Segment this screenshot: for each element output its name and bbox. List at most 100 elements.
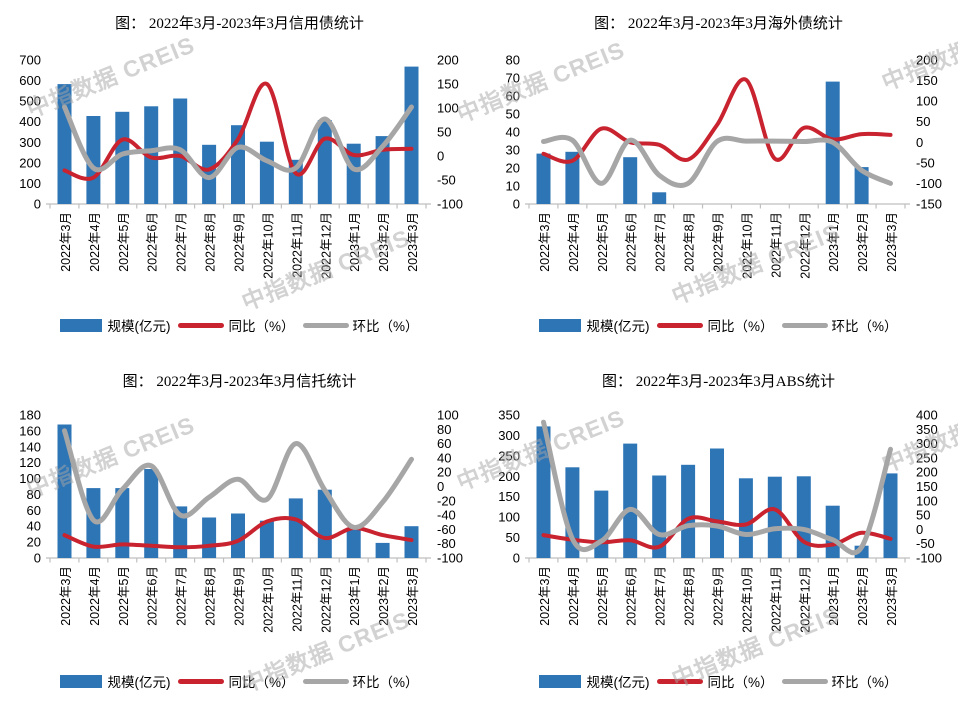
svg-text:250: 250 xyxy=(498,448,520,463)
right-axis-labels: 200 150 100 50 0 -50 -100 -150 xyxy=(916,53,942,212)
svg-text:2023年3月: 2023年3月 xyxy=(885,566,899,626)
svg-text:2022年11月: 2022年11月 xyxy=(290,566,304,632)
svg-text:0: 0 xyxy=(34,551,41,566)
svg-text:150: 150 xyxy=(916,73,938,88)
svg-text:100: 100 xyxy=(437,101,459,116)
chart-credit-bond: 图： 2022年3月-2023年3月信用债统计 700 600 500 400 300 2… xyxy=(0,0,479,350)
mom-line xyxy=(62,428,414,530)
chart-canvas: 3503002502001501005004003503002502001501… xyxy=(498,408,942,633)
chart-title: 图： 2022年3月-2023年3月海外债统计 xyxy=(594,16,843,32)
svg-text:2022年6月: 2022年6月 xyxy=(146,566,160,626)
svg-text:2022年11月: 2022年11月 xyxy=(290,212,304,278)
bar-series xyxy=(536,81,869,204)
svg-text:700: 700 xyxy=(19,53,41,68)
svg-text:-40: -40 xyxy=(437,508,456,523)
svg-text:2023年1月: 2023年1月 xyxy=(348,566,362,626)
svg-text:2022年4月: 2022年4月 xyxy=(88,566,102,626)
legend-bar-swatch xyxy=(539,674,582,688)
svg-text:30: 30 xyxy=(506,143,520,158)
legend-mom-line-swatch xyxy=(781,678,828,684)
svg-text:2022年3月: 2022年3月 xyxy=(59,566,73,626)
left-axis-labels: 80 70 60 50 40 30 20 10 0 xyxy=(506,53,520,212)
svg-text:350: 350 xyxy=(916,422,938,437)
svg-text:120: 120 xyxy=(19,455,41,470)
legend-bar-swatch xyxy=(60,318,103,332)
chart-abs: 图： 2022年3月-2023年3月ABS统计 350 300 250 200 150 1… xyxy=(479,350,958,702)
chart-overseas-bond: 图： 2022年3月-2023年3月海外债统计 80 70 60 50 40 30 20 10… xyxy=(479,0,958,350)
svg-text:0: 0 xyxy=(513,551,520,566)
chart-canvas: 180160140120100806040200100806040200-20-… xyxy=(19,408,463,633)
svg-text:250: 250 xyxy=(916,450,938,465)
svg-text:2022年7月: 2022年7月 xyxy=(654,212,668,272)
x-axis-labels: 2022年3月 2022年4月 2022年5月 2022年6月 2022年7月 2022年… xyxy=(59,566,420,633)
svg-text:2022年3月: 2022年3月 xyxy=(59,212,73,272)
svg-text:2022年5月: 2022年5月 xyxy=(117,212,131,272)
svg-text:2023年3月: 2023年3月 xyxy=(406,212,420,272)
svg-text:2023年3月: 2023年3月 xyxy=(885,212,899,272)
svg-text:2022年3月: 2022年3月 xyxy=(538,212,552,272)
svg-text:2022年8月: 2022年8月 xyxy=(204,212,218,272)
svg-text:2023年2月: 2023年2月 xyxy=(377,566,391,626)
mom-line xyxy=(541,134,893,189)
svg-text:-100: -100 xyxy=(437,197,463,212)
svg-text:60: 60 xyxy=(437,436,451,451)
svg-text:-100: -100 xyxy=(437,551,463,566)
svg-text:2022年3月: 2022年3月 xyxy=(538,566,552,626)
svg-text:-50: -50 xyxy=(916,155,935,170)
svg-text:100: 100 xyxy=(437,408,459,423)
yoy-line xyxy=(541,77,893,164)
legend-bar-label: 规模(亿元) xyxy=(107,319,171,334)
svg-text:-100: -100 xyxy=(916,551,942,566)
chart-title: 图： 2022年3月-2023年3月ABS统计 xyxy=(602,374,835,390)
svg-text:50: 50 xyxy=(506,107,520,122)
svg-text:-100: -100 xyxy=(916,176,942,191)
svg-text:300: 300 xyxy=(498,428,520,443)
svg-text:2023年1月: 2023年1月 xyxy=(827,212,841,272)
svg-text:2023年2月: 2023年2月 xyxy=(856,566,870,626)
x-axis xyxy=(46,203,431,209)
svg-text:350: 350 xyxy=(498,408,520,423)
svg-text:150: 150 xyxy=(916,479,938,494)
svg-text:-50: -50 xyxy=(437,173,456,188)
svg-text:2022年12月: 2022年12月 xyxy=(798,566,812,633)
svg-text:500: 500 xyxy=(19,94,41,109)
svg-text:50: 50 xyxy=(506,530,520,545)
legend-mom-label: 环比（%） xyxy=(831,675,898,690)
x-axis xyxy=(525,203,910,209)
svg-text:200: 200 xyxy=(19,155,41,170)
svg-text:2022年7月: 2022年7月 xyxy=(654,566,668,626)
svg-text:70: 70 xyxy=(506,71,520,86)
svg-text:40: 40 xyxy=(437,450,451,465)
legend-mom-line-swatch xyxy=(781,322,828,328)
legend-bar-label: 规模(亿元) xyxy=(107,675,171,690)
svg-text:2022年11月: 2022年11月 xyxy=(769,212,783,278)
chart-title: 图： 2022年3月-2023年3月信用债统计 xyxy=(115,16,364,32)
svg-text:200: 200 xyxy=(916,53,938,68)
svg-text:50: 50 xyxy=(437,125,451,140)
svg-text:0: 0 xyxy=(34,197,41,212)
svg-text:2022年6月: 2022年6月 xyxy=(146,212,160,272)
svg-text:200: 200 xyxy=(437,53,459,68)
legend-yoy-label: 同比（%） xyxy=(707,675,774,690)
svg-text:2023年1月: 2023年1月 xyxy=(348,212,362,272)
svg-text:2022年12月: 2022年12月 xyxy=(319,212,333,279)
chart-legend: 规模(亿元) 同比（%） 环比（%） xyxy=(479,315,958,335)
svg-text:100: 100 xyxy=(916,94,938,109)
svg-text:2022年5月: 2022年5月 xyxy=(596,212,610,272)
svg-text:2022年4月: 2022年4月 xyxy=(88,212,102,272)
svg-text:2022年8月: 2022年8月 xyxy=(683,212,697,272)
chart-legend: 规模(亿元) 同比（%） 环比（%） xyxy=(0,315,479,335)
svg-text:2022年9月: 2022年9月 xyxy=(233,212,247,272)
svg-text:-80: -80 xyxy=(437,536,456,551)
svg-text:100: 100 xyxy=(916,493,938,508)
svg-text:2022年12月: 2022年12月 xyxy=(319,566,333,633)
legend-mom-line-swatch xyxy=(302,678,349,684)
svg-text:300: 300 xyxy=(19,135,41,150)
svg-text:2023年2月: 2023年2月 xyxy=(377,212,391,272)
svg-text:150: 150 xyxy=(437,77,459,92)
svg-text:0: 0 xyxy=(513,197,520,212)
chart-legend: 规模(亿元) 同比（%） 环比（%） xyxy=(0,671,479,691)
